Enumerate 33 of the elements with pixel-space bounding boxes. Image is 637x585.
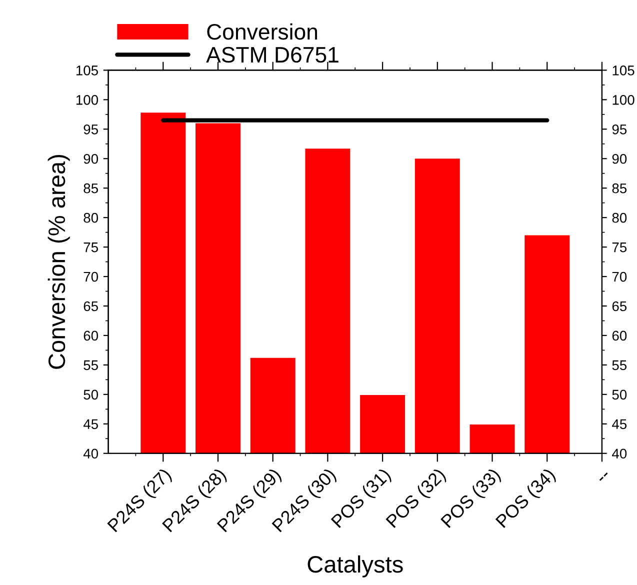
y2-tick-label: 60 — [612, 330, 627, 341]
y2-tick-label: 90 — [612, 154, 627, 164]
x-axis-title: Catalysts — [308, 555, 403, 578]
y2-tick-label: 50 — [612, 390, 627, 400]
y-tick-label: 85 — [84, 183, 98, 194]
y-tick-label: 75 — [84, 242, 98, 252]
y2-tick-label: 80 — [612, 212, 627, 223]
y-tick-label: 100 — [76, 95, 98, 105]
y2-tick-label: 95 — [612, 124, 627, 134]
legend-label: Conversion — [207, 23, 318, 40]
x-tick-label: -- — [599, 472, 608, 481]
y-tick-label: 95 — [84, 124, 98, 134]
y-axis-title: Conversion (% area) — [48, 154, 70, 369]
y2-tick-label: 55 — [612, 360, 627, 370]
y2-tick-label: 85 — [612, 183, 627, 194]
y-tick-label: 40 — [83, 448, 98, 459]
y-tick-label: 60 — [84, 330, 98, 341]
y2-tick-label: 65 — [612, 301, 627, 312]
y2-tick-label: 75 — [612, 242, 627, 252]
y2-tick-label: 45 — [612, 419, 627, 430]
y2-tick-label: 70 — [612, 272, 627, 282]
y-tick-label: 65 — [84, 301, 98, 312]
y2-tick-label: 105 — [612, 66, 634, 76]
y2-tick-label: 40 — [612, 448, 627, 459]
y-tick-label: 105 — [76, 66, 98, 76]
y-tick-label: 45 — [83, 419, 98, 430]
y-tick-label: 70 — [84, 272, 98, 282]
legend-label: ASTM D6751 — [206, 46, 338, 63]
y-tick-label: 55 — [84, 360, 98, 370]
y-tick-label: 90 — [84, 154, 98, 164]
y-tick-label: 80 — [84, 212, 98, 223]
y2-tick-label: 100 — [612, 95, 634, 105]
y-tick-label: 50 — [84, 390, 98, 400]
